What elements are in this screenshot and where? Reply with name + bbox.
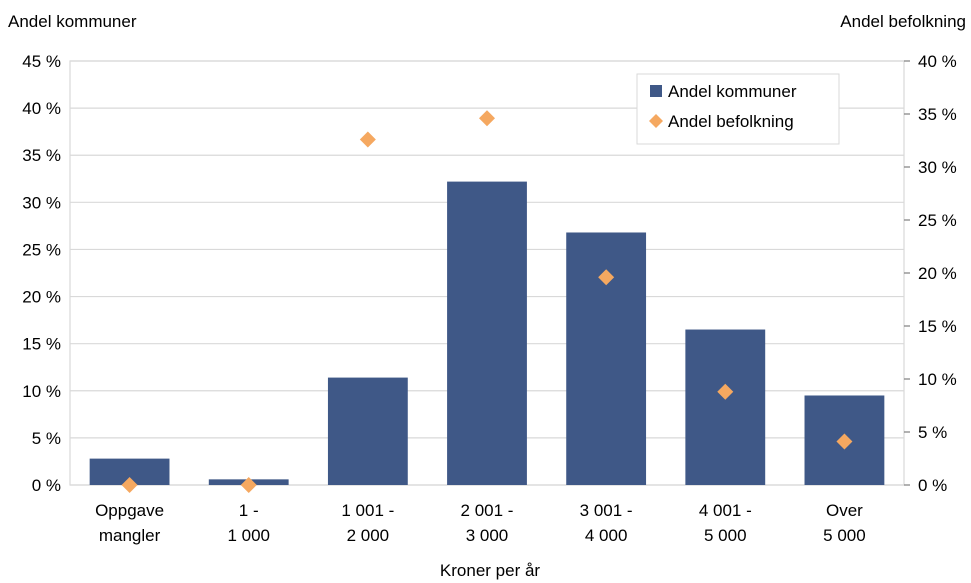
- marker-series: [121, 110, 853, 493]
- x-axis-tick-label: 4 001 -: [699, 501, 752, 520]
- legend-frame: [636, 73, 840, 145]
- bar-series: [89, 181, 885, 486]
- left-axis-tick-label: 20 %: [22, 288, 61, 307]
- right-axis-tick-label: 40 %: [918, 52, 957, 71]
- left-axis: 0 % 5 % 10 % 15 % 20 % 25 % 30 % 35 % 40 % 45 %: [22, 52, 61, 495]
- legend-bar-swatch: [650, 85, 662, 97]
- diamond-marker: [121, 477, 138, 493]
- left-axis-title: Andel kommuner: [8, 12, 137, 31]
- right-axis-tick-label: 20 %: [918, 264, 957, 283]
- x-axis-tick-label: 4 000: [585, 526, 628, 545]
- right-axis-tick-label: 25 %: [918, 211, 957, 230]
- diamond-marker: [836, 433, 853, 450]
- right-axis-tick-label: 30 %: [918, 158, 957, 177]
- diamond-marker: [359, 131, 376, 148]
- x-axis-tick-label: 3 000: [466, 526, 509, 545]
- x-axis-tick-label: 1 -: [239, 501, 259, 520]
- legend-label-befolkning: Andel befolkning: [668, 112, 794, 131]
- right-axis: 0 % 5 % 10 % 15 % 20 % 25 % 30 % 35 % 40 %: [904, 52, 957, 495]
- left-axis-tick-label: 40 %: [22, 99, 61, 118]
- diamond-marker: [479, 110, 495, 127]
- x-axis-tick-label: 1 000: [227, 526, 270, 545]
- x-axis: Oppgave mangler 1 - 1 000 1 001 - 2 000 2 001 …: [95, 501, 866, 545]
- left-axis-tick-label: 10 %: [22, 382, 61, 401]
- right-axis-tick-label: 5 %: [918, 423, 947, 442]
- legend-diamond-swatch: [649, 114, 663, 128]
- x-axis-tick-label: Over: [826, 501, 863, 520]
- diamond-marker: [240, 477, 257, 493]
- bar: [447, 181, 527, 486]
- x-axis-tick-label: 5 000: [823, 526, 866, 545]
- diamond-marker: [717, 383, 734, 400]
- bar: [327, 377, 408, 485]
- left-axis-tick-label: 0 %: [32, 476, 61, 495]
- right-axis-tick-label: 35 %: [918, 105, 957, 124]
- x-axis-tick-label: 1 001 -: [341, 501, 394, 520]
- right-axis-tick-label: 0 %: [918, 476, 947, 495]
- x-axis-tick-label: 5 000: [704, 526, 747, 545]
- left-axis-tick-label: 5 %: [32, 429, 61, 448]
- x-axis-tick-label: 2 001 -: [461, 501, 514, 520]
- x-axis-tick-label: Oppgave: [95, 501, 164, 520]
- bar: [685, 329, 766, 485]
- left-axis-tick-label: 15 %: [22, 335, 61, 354]
- left-axis-tick-label: 45 %: [22, 52, 61, 71]
- right-axis-tick-label: 15 %: [918, 317, 957, 336]
- x-axis-tick-label: 2 000: [347, 526, 390, 545]
- diamond-marker: [598, 269, 615, 286]
- legend-label-kommuner: Andel kommuner: [668, 82, 797, 101]
- x-axis-title: Kroner per år: [440, 561, 540, 580]
- x-axis-tick-label: mangler: [99, 526, 161, 545]
- left-axis-tick-label: 25 %: [22, 240, 61, 259]
- right-axis-tick-label: 10 %: [918, 370, 957, 389]
- legend: Andel kommuner Andel befolkning: [636, 73, 840, 145]
- right-axis-title: Andel befolkning: [840, 12, 966, 31]
- x-axis-tick-label: 3 001 -: [580, 501, 633, 520]
- left-axis-tick-label: 30 %: [22, 193, 61, 212]
- left-axis-tick-label: 35 %: [22, 146, 61, 165]
